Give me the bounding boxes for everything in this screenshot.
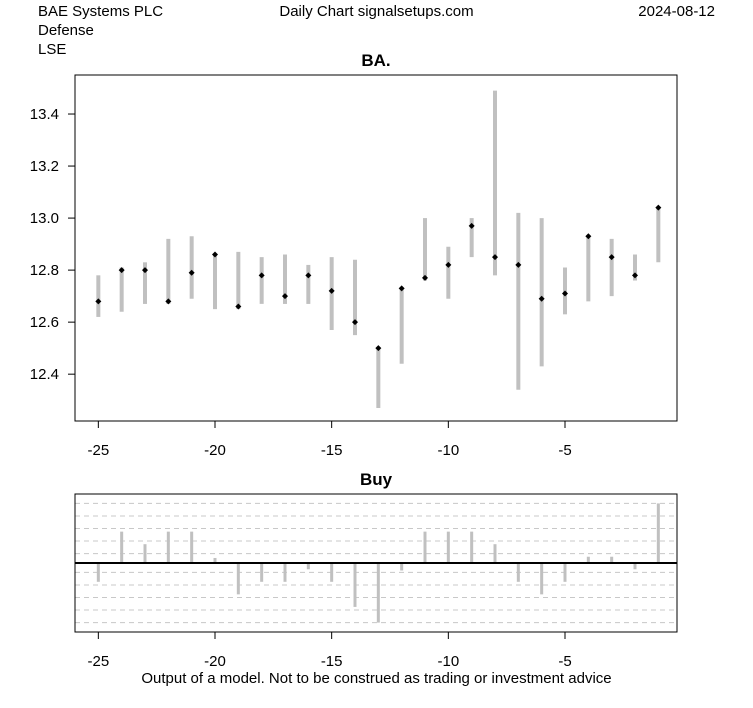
price-y-tick-label-4: 13.2 — [30, 158, 59, 175]
exchange-label: LSE — [38, 41, 67, 58]
disclaimer-footer: Output of a model. Not to be construed a… — [141, 670, 612, 687]
close-point-16 — [468, 222, 475, 229]
company-name: BAE Systems PLC — [38, 3, 164, 20]
price-plot-frame — [74, 74, 678, 422]
close-point-6 — [235, 303, 242, 310]
close-point-4 — [188, 269, 195, 276]
close-point-24 — [655, 204, 662, 211]
price-chart-title: BA. — [361, 51, 390, 70]
signal-chart-title: Buy — [360, 470, 393, 489]
close-point-7 — [258, 272, 265, 279]
signal-panel: Buy -25 -20 -15 -10 -5 — [74, 470, 678, 670]
close-point-3 — [165, 298, 172, 305]
price-y-tick-label-3: 13.0 — [30, 210, 59, 227]
close-point-11 — [352, 319, 358, 326]
close-point-1 — [118, 267, 125, 274]
price-x-tick-label-3: -10 — [437, 442, 459, 459]
price-y-tick-label-2: 12.8 — [30, 262, 59, 279]
close-point-20 — [562, 290, 568, 297]
close-point-23 — [632, 272, 638, 279]
price-x-tick-label-2: -15 — [321, 442, 343, 459]
close-point-21 — [585, 233, 592, 240]
price-x-tick-label-4: -5 — [558, 442, 571, 459]
chart-date: 2024-08-12 — [638, 3, 715, 20]
price-panel: BA. 12.4 12.6 12.8 13.0 13.2 13.4 -25 -20 -15 -10 -… — [30, 51, 678, 459]
close-point-15 — [445, 261, 452, 268]
signal-x-tick-label-4: -5 — [558, 653, 571, 670]
close-point-13 — [398, 285, 405, 292]
price-x-tick-label-0: -25 — [87, 442, 109, 459]
price-x-tick-label-1: -20 — [204, 442, 226, 459]
close-point-19 — [538, 295, 545, 302]
price-y-tick-label-1: 12.6 — [30, 314, 59, 331]
close-point-9 — [305, 272, 312, 279]
close-point-22 — [608, 254, 615, 261]
sector-label: Defense — [38, 22, 94, 39]
signal-x-tick-label-0: -25 — [87, 653, 109, 670]
signal-x-tick-label-2: -15 — [321, 653, 343, 670]
chart-source-label: Daily Chart signalsetups.com — [279, 3, 474, 20]
close-point-18 — [515, 261, 522, 268]
close-point-2 — [142, 267, 148, 274]
price-y-tick-label-5: 13.4 — [30, 106, 59, 123]
close-point-17 — [492, 254, 498, 261]
signal-x-tick-label-1: -20 — [204, 653, 226, 670]
price-y-tick-label-0: 12.4 — [30, 366, 59, 383]
close-point-5 — [212, 251, 218, 258]
close-point-8 — [282, 293, 288, 300]
close-point-14 — [422, 274, 428, 281]
close-point-12 — [375, 345, 382, 352]
signal-x-tick-label-3: -10 — [437, 653, 459, 670]
signal-plot-frame — [74, 493, 678, 633]
close-point-10 — [328, 287, 335, 294]
close-point-0 — [95, 298, 102, 305]
